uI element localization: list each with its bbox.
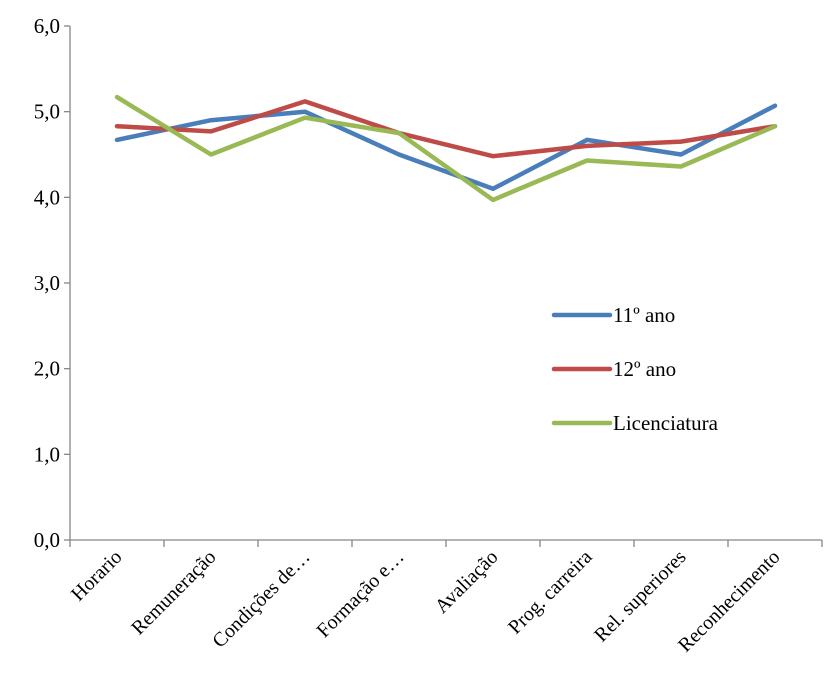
series-lines — [114, 94, 778, 203]
axes — [69, 26, 822, 541]
x-tick-label: Remuneração — [127, 546, 220, 639]
x-tick-label: Formação e… — [312, 546, 408, 642]
x-tick-label: Condições de… — [208, 546, 314, 652]
series-line-1 — [114, 103, 778, 192]
legend-label: Licenciatura — [613, 411, 719, 435]
y-tick-label: 6,0 — [34, 14, 60, 38]
legend-label: 11º ano — [613, 303, 675, 327]
y-tick-label: 5,0 — [34, 100, 60, 124]
x-tick-label: Prog. carreira — [504, 546, 597, 639]
x-tick-label: Horario — [67, 546, 127, 606]
series-line-2 — [114, 99, 778, 159]
x-tick-label: Avaliação — [431, 546, 503, 618]
legend: 11º ano 12º ano Licenciatura — [551, 303, 719, 435]
legend-label: 12º ano — [613, 357, 676, 381]
x-tick-label: Rel. superiores — [590, 546, 691, 647]
y-tick-label: 1,0 — [34, 442, 60, 466]
y-tick-label: 0,0 — [34, 528, 60, 552]
y-axis-ticks: 0,0 1,0 2,0 3,0 4,0 5,0 6,0 — [34, 14, 70, 552]
x-tick-label: Reconhecimento — [674, 546, 785, 657]
series-line-3 — [114, 94, 778, 203]
y-tick-label: 2,0 — [34, 357, 60, 381]
y-tick-label: 4,0 — [34, 185, 60, 209]
y-tick-label: 3,0 — [34, 271, 60, 295]
